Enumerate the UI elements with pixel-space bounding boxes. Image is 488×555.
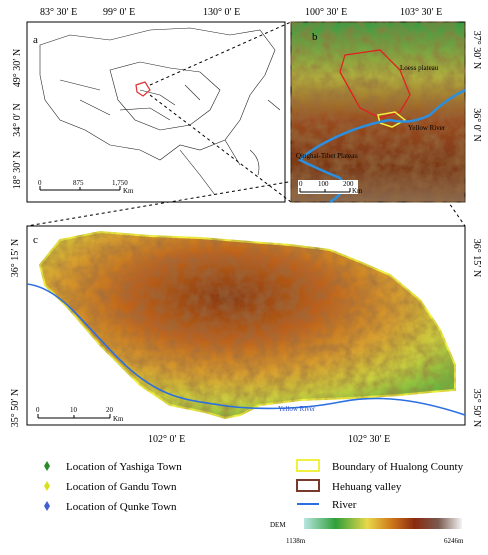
dem-max: 6246m [444, 537, 464, 545]
legend-marker [44, 481, 50, 491]
dem-title: DEM [270, 521, 286, 529]
borders [39, 27, 281, 196]
legend-swatch [296, 459, 320, 472]
hehuang-outline [339, 49, 411, 119]
lon-label: 100° 30′ E [305, 7, 347, 18]
lat-label: 36° 0′ N [471, 108, 482, 141]
annotation: Yellow River [408, 124, 446, 132]
scale-bar: 0 10 20 Km [36, 406, 124, 423]
scale-label: 1,750 [112, 179, 128, 187]
scale-label: Km [113, 415, 124, 423]
legend: Location of Yashiga Town Location of Gan… [44, 459, 464, 545]
scale-label: 875 [73, 179, 84, 187]
legend-label: Boundary of Hualong County [332, 461, 464, 473]
annotation: Qinghai-Tibet Plateau [296, 152, 358, 160]
lat-label: 35° 50′ N [471, 389, 482, 427]
panel-label: a [33, 34, 38, 46]
dem-min: 1138m [286, 537, 306, 545]
scale-label: 200 [343, 180, 354, 188]
study-area [135, 81, 151, 97]
panel-label: b [312, 31, 318, 43]
county-dem [38, 230, 456, 420]
dem-colorbar [304, 518, 462, 529]
panel-b-map [290, 21, 466, 203]
scale-label: Km [123, 187, 134, 195]
scale-label: 20 [106, 406, 114, 414]
lat-label: 37° 30′ N [471, 31, 482, 69]
legend-marker [44, 461, 50, 471]
scale-bar: 0 100 200 Km [298, 180, 363, 195]
lon-label: 83° 30′ E [40, 7, 77, 18]
lon-label: 102° 30′ E [348, 434, 390, 445]
scale-label: 100 [318, 180, 329, 188]
legend-label: River [332, 499, 357, 511]
legend-label: Location of Qunke Town [66, 501, 177, 513]
lat-label: 35° 50′ N [10, 389, 21, 427]
lon-label: 130° 0′ E [203, 7, 240, 18]
legend-swatch [296, 479, 320, 492]
scale-label: 10 [70, 406, 78, 414]
panel-a-frame [26, 21, 286, 203]
lon-label: 103° 30′ E [400, 7, 442, 18]
panel-label: c [33, 234, 38, 246]
annotation: Yellow River [278, 405, 316, 413]
lat-label: 18° 30′ N [12, 151, 23, 189]
legend-label: Location of Gandu Town [66, 481, 177, 493]
lat-label: 36° 15′ N [471, 239, 482, 277]
scale-bar: 0 875 1,750 Km [38, 179, 134, 195]
legend-marker [44, 501, 50, 511]
lat-label: 36° 15′ N [10, 239, 21, 277]
scale-label: 0 [38, 179, 42, 187]
river [26, 283, 466, 416]
scale-label: Km [352, 187, 363, 195]
annotation: Loess plateau [400, 64, 439, 72]
lon-label: 102° 0′ E [148, 434, 185, 445]
river [297, 88, 466, 204]
scale-label: 0 [36, 406, 40, 414]
lon-label: 99° 0′ E [103, 7, 135, 18]
lat-label: 34° 0′ N [12, 103, 23, 136]
lat-label: 49° 30′ N [12, 49, 23, 87]
scale-label: 0 [299, 180, 303, 188]
legend-label: Hehuang valley [332, 481, 402, 493]
legend-label: Location of Yashiga Town [66, 461, 182, 473]
